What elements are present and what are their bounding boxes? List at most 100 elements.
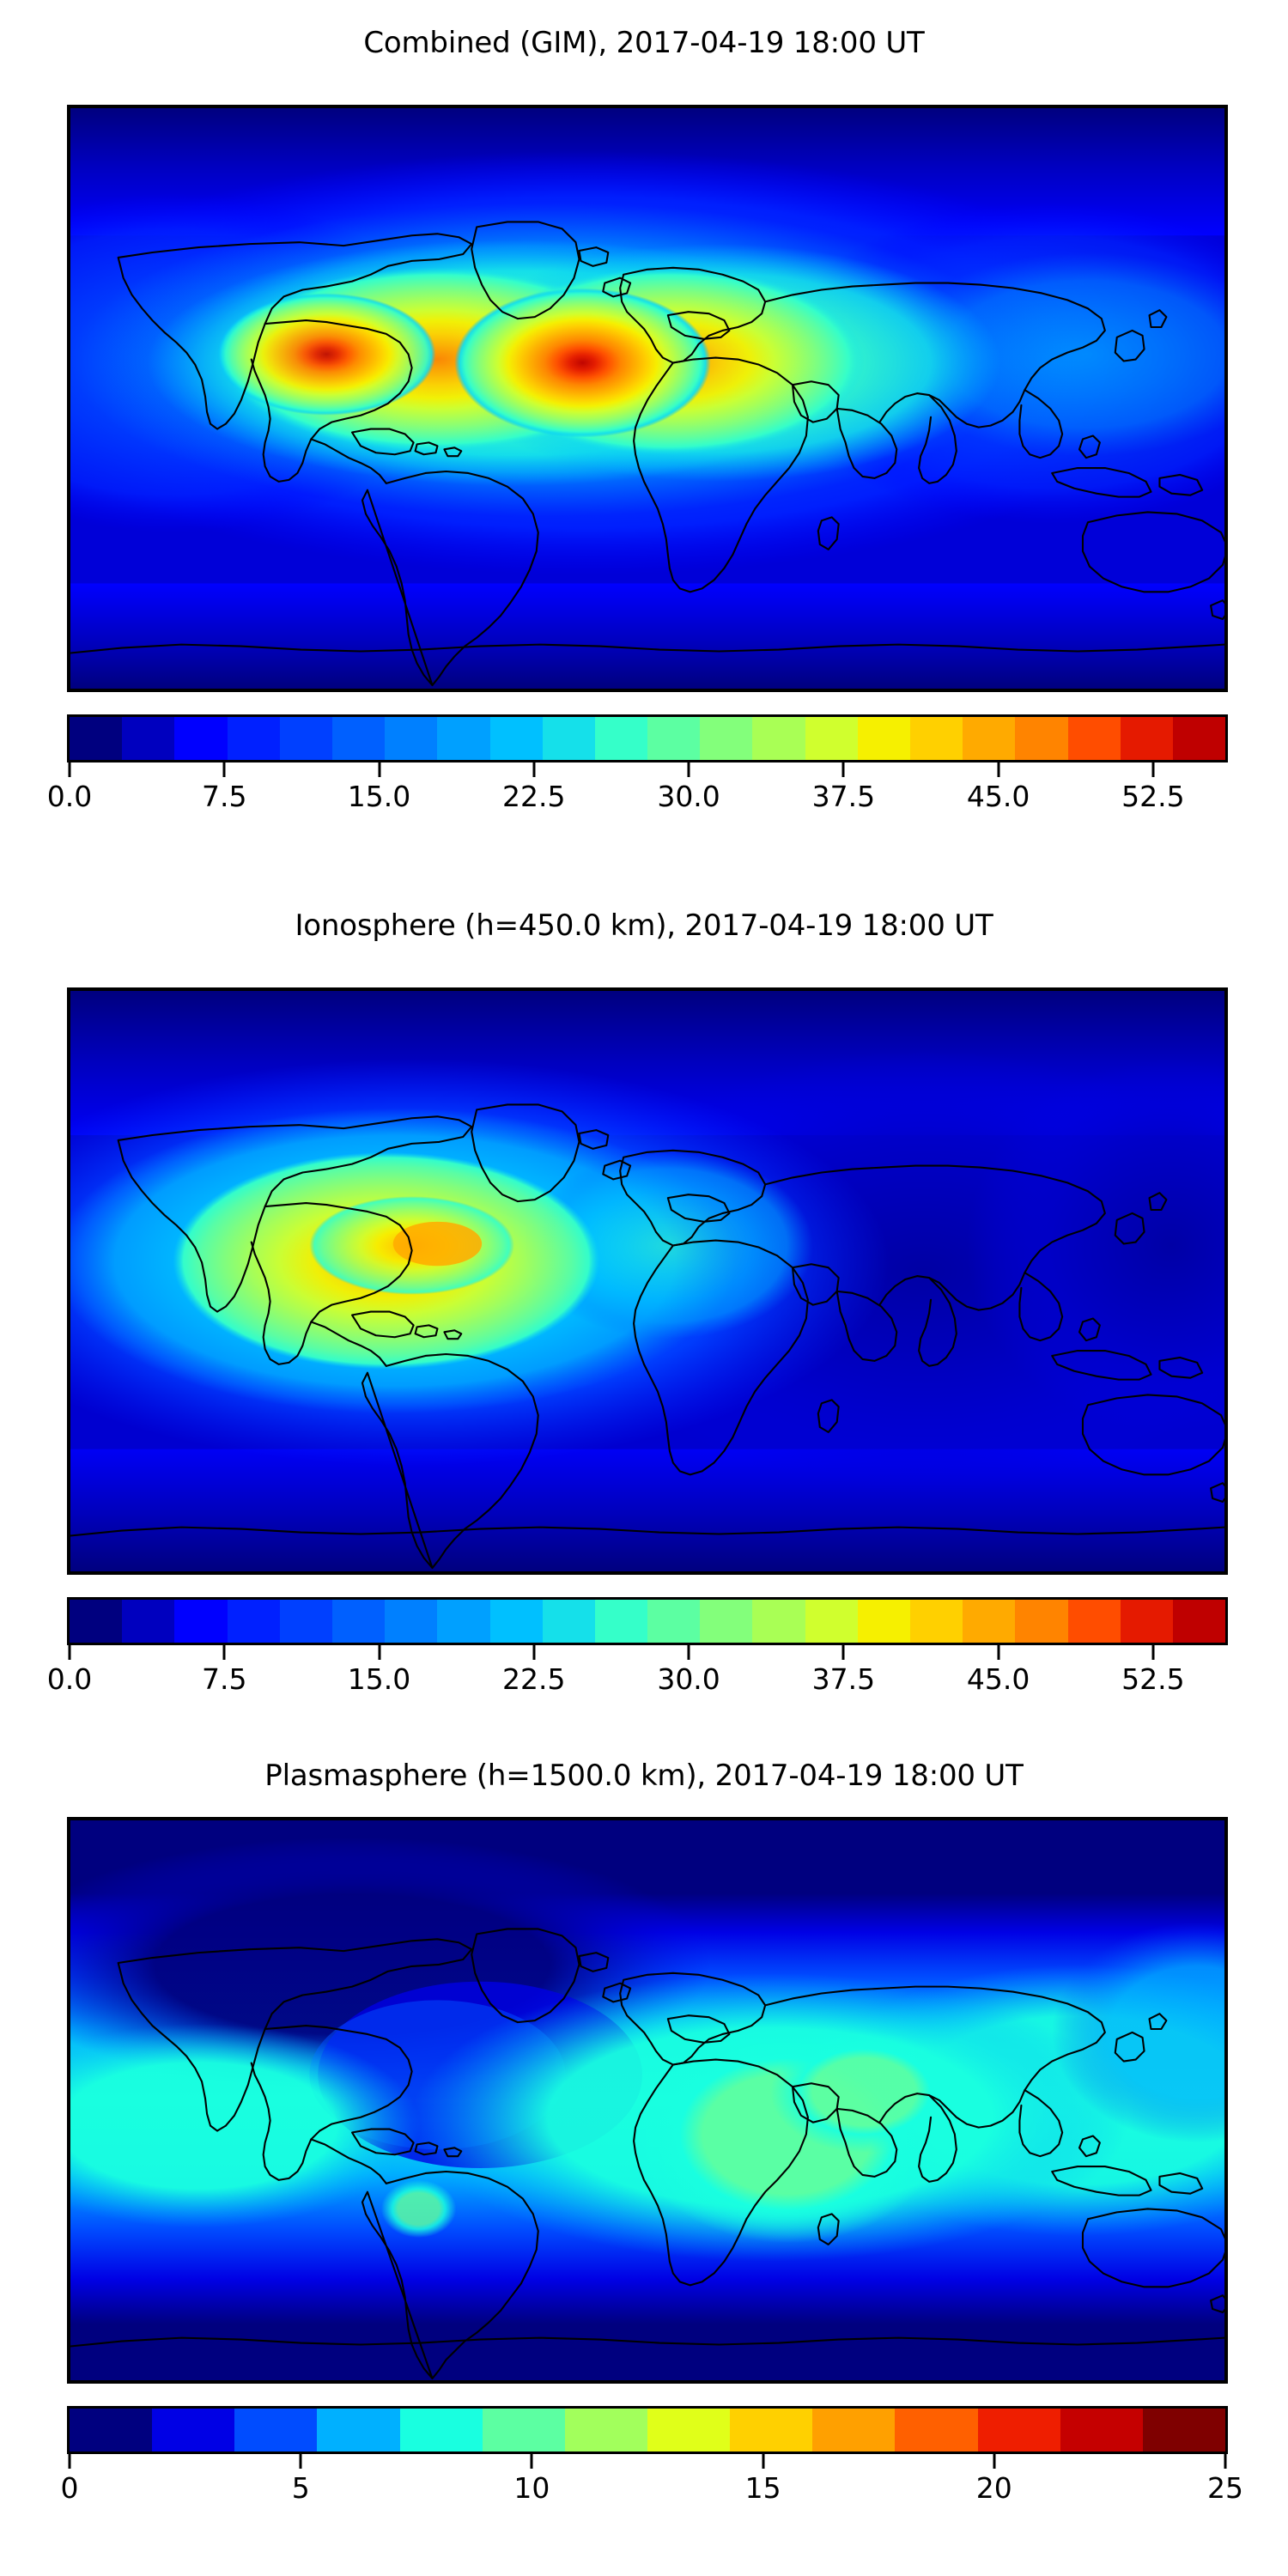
colorbar-band-5 xyxy=(331,1600,386,1643)
colorbar-tick-2 xyxy=(530,2454,533,2469)
colorbar-band-9 xyxy=(812,2409,896,2451)
colorbar-band-9 xyxy=(542,717,595,760)
colorbar-plasmasphere: 0 5 10 15 20 25 xyxy=(61,2406,1244,2511)
colorbar-tick-4 xyxy=(993,2454,996,2469)
colorbar-band-1 xyxy=(122,717,175,760)
colorbar-band-8 xyxy=(489,717,543,760)
colorbar-band-10 xyxy=(594,1600,648,1643)
colorbar-tick-6 xyxy=(997,762,1000,777)
colorbar-tick-label-0: 0 xyxy=(60,2471,79,2505)
colorbar-band-20 xyxy=(1120,1600,1173,1643)
colorbar-combined-gim: 0.0 7.5 15.0 22.5 30.0 37.5 45.0 52.5 xyxy=(47,714,1228,819)
colorbar-tick-label-7: 52.5 xyxy=(1121,1662,1185,1696)
colorbar-tick-label-0: 0.0 xyxy=(46,1662,93,1696)
colorbar-tick-3 xyxy=(762,2454,765,2469)
colorbar-tick-label-5: 37.5 xyxy=(811,1662,876,1696)
colorbar-band-12 xyxy=(1060,2409,1143,2451)
colorbar-tick-0 xyxy=(68,1645,71,1660)
colorbar-tick-4 xyxy=(687,1645,690,1660)
colorbar-band-11 xyxy=(647,717,701,760)
colorbar-gradient-combined xyxy=(67,714,1228,762)
colorbar-band-6 xyxy=(385,1600,438,1643)
colorbar-tick-label-4: 30.0 xyxy=(657,1662,720,1696)
colorbar-tick-label-3: 22.5 xyxy=(502,780,566,813)
tec-field-ionosphere xyxy=(70,991,1224,1571)
colorbar-band-2 xyxy=(174,1600,228,1643)
colorbar-band-20 xyxy=(1120,717,1173,760)
coastlines-ionosphere xyxy=(70,1103,1224,1570)
colorbar-tick-label-3: 15 xyxy=(744,2471,781,2505)
colorbar-band-13 xyxy=(752,1600,805,1643)
colorbar-tick-label-1: 5 xyxy=(291,2471,310,2505)
colorbar-band-15 xyxy=(857,1600,910,1643)
colorbar-band-8 xyxy=(730,2409,813,2451)
colorbar-band-6 xyxy=(564,2409,647,2451)
colorbar-ticks-combined xyxy=(67,762,1228,780)
colorbar-ionosphere: 0.0 7.5 15.0 22.5 30.0 37.5 45.0 52.5 xyxy=(47,1597,1228,1702)
tec-field-combined xyxy=(70,108,1224,689)
colorbar-tick-label-6: 45.0 xyxy=(966,1662,1030,1696)
colorbar-band-8 xyxy=(489,1600,543,1643)
colorbar-band-12 xyxy=(700,717,753,760)
colorbar-tick-0 xyxy=(68,2454,71,2469)
colorbar-band-3 xyxy=(317,2409,400,2451)
colorbar-band-7 xyxy=(437,1600,490,1643)
colorbar-band-17 xyxy=(963,717,1016,760)
colorbar-band-18 xyxy=(1015,1600,1068,1643)
colorbar-tick-6 xyxy=(997,1645,1000,1660)
colorbar-tick-1 xyxy=(222,762,226,777)
colorbar-labels-combined: 0.0 7.5 15.0 22.5 30.0 37.5 45.0 52.5 xyxy=(47,780,1228,819)
colorbar-band-4 xyxy=(279,717,332,760)
colorbar-tick-2 xyxy=(378,1645,381,1660)
colorbar-band-3 xyxy=(227,717,280,760)
colorbar-band-14 xyxy=(805,717,858,760)
colorbar-band-19 xyxy=(1067,717,1121,760)
colorbar-band-11 xyxy=(977,2409,1060,2451)
colorbar-tick-1 xyxy=(299,2454,302,2469)
colorbar-tick-label-1: 7.5 xyxy=(202,1662,247,1696)
colorbar-tick-label-6: 45.0 xyxy=(966,780,1030,813)
colorbar-tick-3 xyxy=(532,762,536,777)
panel-plasmasphere: Plasmasphere (h=1500.0 km), 2017-04-19 1… xyxy=(0,1735,1288,2576)
colorbar-tick-label-4: 30.0 xyxy=(657,780,720,813)
colorbar-tick-label-5: 25 xyxy=(1207,2471,1243,2505)
colorbar-band-10 xyxy=(594,717,648,760)
colorbar-band-13 xyxy=(752,717,805,760)
colorbar-band-5 xyxy=(482,2409,565,2451)
panel-title-combined-gim: Combined (GIM), 2017-04-19 18:00 UT xyxy=(363,26,925,60)
colorbar-band-0 xyxy=(70,717,123,760)
colorbar-tick-5 xyxy=(841,1645,845,1660)
colorbar-band-6 xyxy=(385,717,438,760)
colorbar-band-11 xyxy=(647,1600,701,1643)
colorbar-band-12 xyxy=(700,1600,753,1643)
colorbar-band-0 xyxy=(70,1600,123,1643)
coastlines-plasmasphere xyxy=(70,1928,1224,2380)
colorbar-band-7 xyxy=(647,2409,731,2451)
map-ionosphere xyxy=(67,987,1228,1575)
colorbar-tick-3 xyxy=(532,1645,536,1660)
colorbar-tick-label-2: 15.0 xyxy=(347,1662,411,1696)
colorbar-gradient-ionosphere xyxy=(67,1597,1228,1645)
colorbar-band-16 xyxy=(910,1600,963,1643)
colorbar-tick-4 xyxy=(687,762,690,777)
colorbar-band-3 xyxy=(227,1600,280,1643)
colorbar-band-21 xyxy=(1172,717,1225,760)
colorbar-band-10 xyxy=(895,2409,978,2451)
colorbar-tick-5 xyxy=(841,762,845,777)
colorbar-band-5 xyxy=(331,717,386,760)
colorbar-labels-plasmasphere: 0 5 10 15 20 25 xyxy=(61,2471,1244,2511)
colorbar-band-7 xyxy=(437,717,490,760)
colorbar-band-13 xyxy=(1142,2409,1225,2451)
colorbar-band-1 xyxy=(152,2409,235,2451)
colorbar-labels-ionosphere: 0.0 7.5 15.0 22.5 30.0 37.5 45.0 52.5 xyxy=(47,1662,1228,1702)
colorbar-band-0 xyxy=(70,2409,153,2451)
colorbar-gradient-plasmasphere xyxy=(67,2406,1228,2454)
colorbar-band-19 xyxy=(1067,1600,1121,1643)
colorbar-band-15 xyxy=(857,717,910,760)
colorbar-tick-0 xyxy=(68,762,71,777)
colorbar-band-21 xyxy=(1172,1600,1225,1643)
colorbar-band-1 xyxy=(122,1600,175,1643)
colorbar-band-18 xyxy=(1015,717,1068,760)
coastlines-combined xyxy=(70,221,1224,687)
